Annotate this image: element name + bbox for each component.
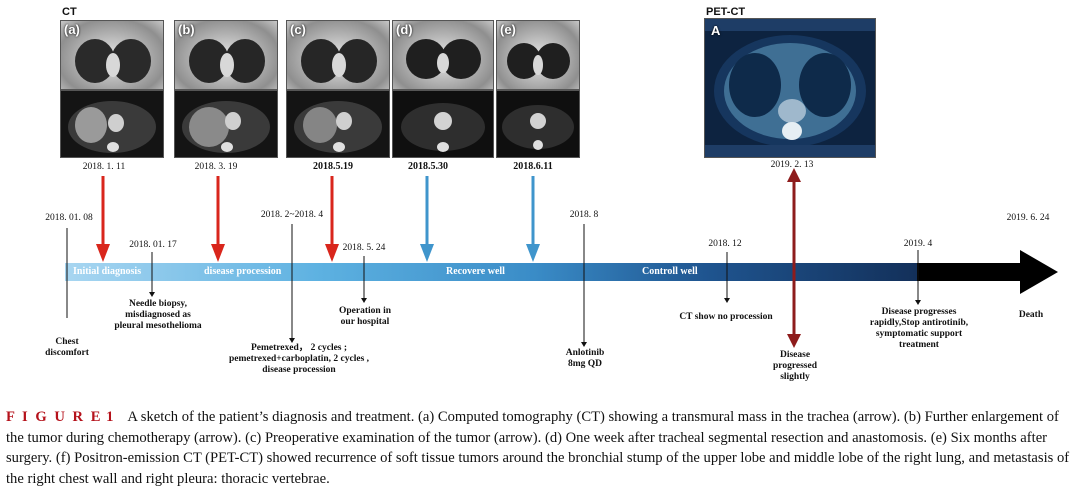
- red-arrow-icon: [325, 244, 339, 262]
- ct-scan-a-lung-window: (a): [60, 20, 164, 90]
- ct-scan-d-mediastinal-window: [392, 90, 494, 158]
- arrow-down-icon: [289, 338, 295, 343]
- dark-red-arrow-up-icon: [787, 168, 801, 182]
- date-2019-04: 2019. 4: [903, 239, 933, 249]
- scan-date-b: 2018. 3. 19: [194, 162, 238, 172]
- lung-fields-illustration: [75, 39, 151, 83]
- date-2018-02-04: 2018. 2~2018. 4: [260, 210, 324, 220]
- pet-ct-label: PET-CT: [706, 6, 746, 18]
- ct-scan-e-lung-window: (e): [496, 20, 580, 90]
- mediastinum-illustration: [68, 101, 156, 153]
- scan-date-pet: 2019. 2. 13: [770, 160, 814, 170]
- tick-arrowheads: [149, 292, 921, 347]
- ct-scan-a-mediastinal-window: [60, 90, 164, 158]
- arrow-down-icon: [724, 298, 730, 303]
- scan-letter-b: (b): [178, 22, 195, 37]
- timeline-bar: [65, 263, 917, 281]
- caption-figure-number: 1: [106, 409, 114, 425]
- scan-letter-e: (e): [500, 22, 516, 37]
- date-2018-01-17: 2018. 01. 17: [129, 240, 177, 250]
- pet-ct-scan: A: [704, 18, 876, 158]
- ct-scan-b-lung-window: (b): [174, 20, 278, 90]
- red-arrow-icon: [96, 244, 110, 262]
- caption-text: A sketch of the patient’s diagnosis and …: [6, 409, 1070, 487]
- blue-arrow-icon: [420, 244, 434, 262]
- lung-fields-illustration: [189, 39, 265, 83]
- timeline-graphic: [65, 168, 1058, 348]
- lung-fields-illustration: [301, 39, 377, 83]
- note-anlotinib: Anlotinib 8mg QD: [565, 348, 605, 369]
- ct-scan-d-lung-window: (d): [392, 20, 494, 90]
- mediastinum-illustration: [182, 101, 270, 153]
- red-scan-arrows: [96, 176, 339, 262]
- ct-scan-e-mediastinal-window: [496, 90, 580, 158]
- scan-letter-d: (d): [396, 22, 413, 37]
- pet-scan-letter: A: [711, 23, 721, 38]
- note-pemetrexed: Pemetrexed， 2 cycles ; pemetrexed+carbop…: [228, 343, 370, 375]
- phase-disease-procession: disease procession: [204, 266, 282, 277]
- note-death: Death: [1018, 310, 1044, 320]
- scan-letter-c: (c): [290, 22, 306, 37]
- pet-ct-illustration: [705, 19, 875, 157]
- note-ct-no-procession: CT show no procession: [679, 312, 773, 322]
- scan-date-d: 2018.5.30: [408, 161, 448, 172]
- date-2019-06-24: 2019. 6. 24: [1006, 213, 1050, 223]
- phase-recovere-well: Recovere well: [446, 266, 505, 277]
- date-2018-12: 2018. 12: [708, 239, 742, 249]
- lung-fields-illustration: [507, 43, 570, 79]
- date-ticks: [66, 224, 919, 342]
- arrow-down-icon: [915, 300, 921, 305]
- timeline-arrowhead-icon: [1020, 250, 1058, 294]
- ct-scan-c-mediastinal-window: [286, 90, 390, 158]
- date-2018-08: 2018. 8: [569, 210, 599, 220]
- scan-date-a: 2018. 1. 11: [82, 162, 126, 172]
- dark-red-arrow-down-icon: [787, 334, 801, 348]
- caption-figure-label: F I G U R E: [6, 409, 103, 425]
- blue-arrow-icon: [526, 244, 540, 262]
- note-operation: Operation in our hospital: [339, 306, 391, 327]
- ct-scan-b-mediastinal-window: [174, 90, 278, 158]
- lung-fields-illustration: [406, 39, 481, 79]
- ct-label: CT: [62, 6, 77, 18]
- phase-controll-well: Controll well: [642, 266, 698, 277]
- pet-double-arrow: [787, 168, 801, 348]
- mediastinum-illustration: [294, 101, 382, 153]
- note-progresses-rapidly: Disease progresses rapidly,Stop antiroti…: [869, 307, 969, 350]
- ct-scan-c-lung-window: (c): [286, 20, 390, 90]
- arrow-down-icon: [361, 298, 367, 303]
- scan-date-e: 2018.6.11: [513, 161, 553, 172]
- date-2018-01-08: 2018. 01. 08: [45, 213, 93, 223]
- arrow-down-icon: [149, 292, 155, 297]
- blue-scan-arrows: [420, 176, 540, 262]
- arrow-down-icon: [581, 342, 587, 347]
- mediastinum-illustration: [502, 105, 574, 150]
- mediastinum-illustration: [401, 103, 485, 152]
- date-2018-05-24: 2018. 5. 24: [342, 243, 386, 253]
- red-arrow-icon: [211, 244, 225, 262]
- note-needle-biopsy: Needle biopsy, misdiagnosed as pleural m…: [114, 299, 202, 331]
- scan-date-c: 2018.5.19: [313, 161, 353, 172]
- note-chest-discomfort: Chest discomfort: [45, 337, 89, 358]
- final-segment: [917, 263, 1023, 281]
- scan-letter-a: (a): [64, 22, 80, 37]
- phase-initial-diagnosis: Initial diagnosis: [73, 266, 142, 277]
- note-progressed-slightly: Disease progressed slightly: [773, 350, 817, 382]
